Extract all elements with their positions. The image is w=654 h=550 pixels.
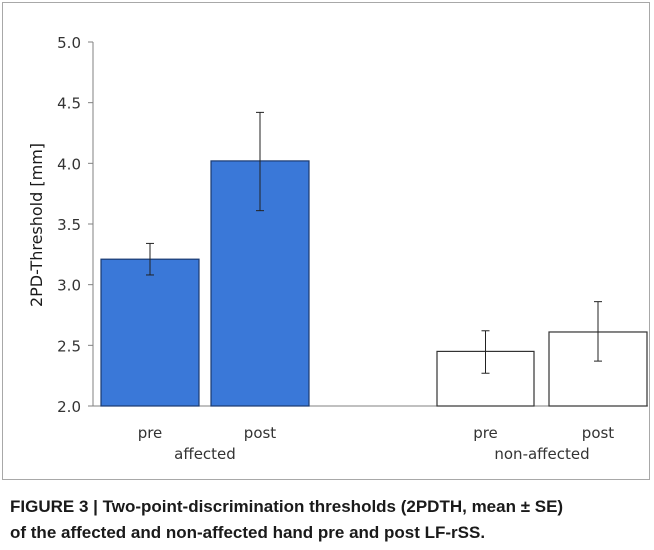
- y-tick-label: 3.5: [57, 216, 81, 234]
- y-axis-label: 2PD-Threshold [mm]: [27, 143, 46, 307]
- x-tick-label: pre: [138, 424, 163, 442]
- bar-affected-pre: [100, 258, 200, 407]
- x-tick-label: post: [244, 424, 277, 442]
- caption-line-2: of the affected and non-affected hand pr…: [10, 523, 481, 542]
- bar-chart: 2.0 2.5 3.0 3.5 4.0 4.5 5.0 2PD-Threshold [mm] p…: [27, 34, 648, 463]
- group-label-affected: affected: [174, 445, 236, 463]
- figure-frame: [2, 2, 650, 480]
- y-tick-label: 2.5: [57, 337, 81, 355]
- figure-label: FIGURE 3 |: [10, 497, 103, 516]
- y-tick-label: 4.0: [57, 155, 81, 173]
- figure-caption: FIGURE 3 | Two-point-discrimination thre…: [10, 494, 646, 546]
- group-label-non-affected: non-affected: [494, 445, 589, 463]
- y-tick-label: 2.0: [57, 398, 81, 416]
- y-tick-label: 3.0: [57, 277, 81, 295]
- caption-end: .: [480, 523, 486, 542]
- x-tick-label: pre: [473, 424, 498, 442]
- caption-line-1: Two-point-discrimination thresholds (2PD…: [102, 497, 564, 516]
- y-tick-label: 4.5: [57, 95, 81, 113]
- x-tick-label: post: [582, 424, 615, 442]
- y-tick-label: 5.0: [57, 34, 81, 52]
